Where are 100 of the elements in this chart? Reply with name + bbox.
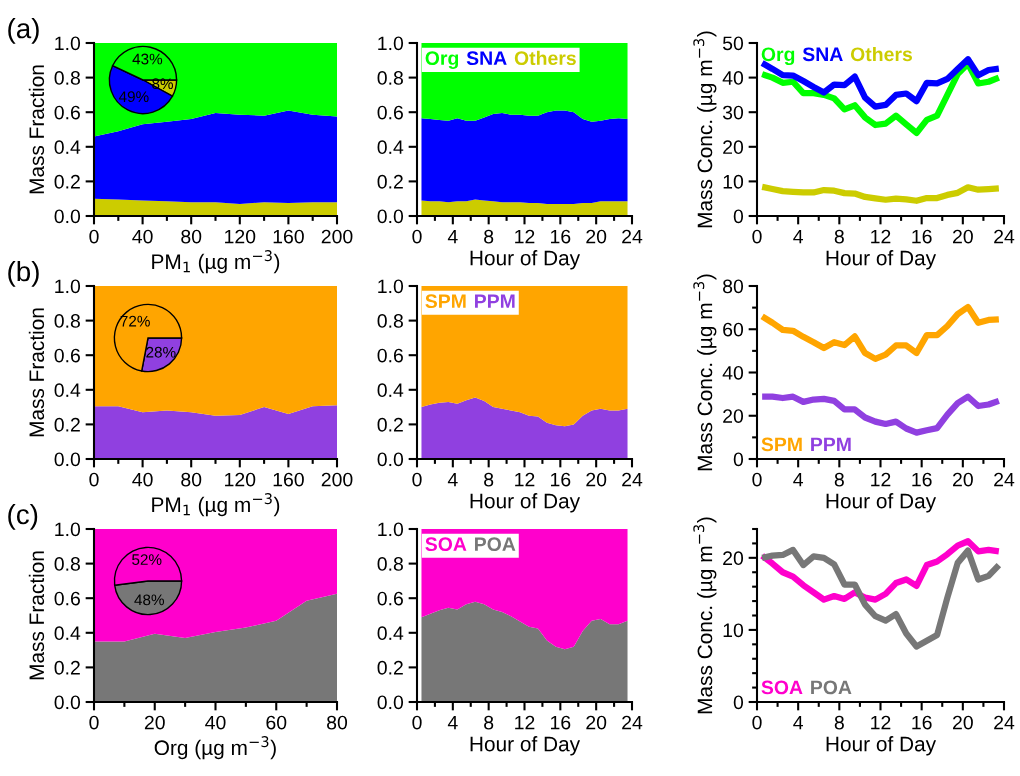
x-tick-label: 12 (515, 715, 535, 730)
y-tick-label: 0.4 (54, 383, 81, 398)
y-axis-title: Mass Conc. (µg m$^{−3}$) (693, 31, 717, 228)
x-tick-label: 16 (912, 229, 932, 244)
text: SPM (761, 437, 802, 452)
x-tick-label: 12 (515, 472, 535, 487)
y-tick-label: 0.8 (377, 314, 403, 328)
y-tick-label: 0 (733, 695, 744, 710)
x-tick-label: 40 (205, 715, 226, 730)
y-tick-label: 80 (723, 279, 744, 294)
y-tick-label: 0.2 (54, 660, 80, 675)
y-tick-label: 0.4 (54, 626, 81, 641)
x-tick-label: 120 (225, 472, 256, 487)
y-tick-label: 10 (723, 623, 744, 638)
x-axis-title: Org (µg m$^{−3}$) (154, 736, 276, 760)
x-tick-label: 8 (834, 472, 844, 487)
x-tick-label: 120 (225, 229, 256, 244)
y-tick-label: 0.6 (377, 105, 403, 120)
series-label: SPM (425, 294, 466, 309)
y-axis-title: Mass Fraction (28, 551, 45, 680)
x-axis-title: Hour of Day (826, 736, 937, 756)
data-label: 28% (146, 346, 176, 358)
text: Others (850, 46, 912, 62)
series-label: Org (761, 47, 795, 66)
y-tick-label: 60 (723, 322, 744, 337)
y-tick-label: 0.2 (54, 174, 80, 189)
series-label: PPM (811, 437, 851, 452)
x-tick-label: 24 (994, 472, 1015, 487)
x-tick-label: 4 (793, 715, 803, 730)
data-label: 8% (152, 78, 174, 90)
y-tick-label: 1.0 (55, 36, 81, 51)
x-tick-label: 0 (412, 715, 422, 730)
x-tick-label: 24 (994, 229, 1015, 244)
y-tick-label: 0.8 (54, 71, 80, 85)
series-label: SNA (802, 47, 843, 62)
x-tick-label: 0 (752, 472, 762, 487)
x-tick-label: 8 (484, 715, 494, 730)
y-tick-label: 30 (722, 105, 744, 120)
x-axis-title: Hour of Day (826, 250, 937, 270)
x-tick-label: 0 (412, 472, 422, 487)
y-tick-label: 0.2 (377, 174, 403, 189)
x-tick-label: 16 (551, 715, 571, 730)
y-tick-label: 40 (722, 71, 744, 85)
y-tick-label: 0.4 (377, 140, 404, 155)
x-tick-label: 20 (953, 229, 973, 244)
text: Others (514, 50, 576, 66)
x-tick-label: 20 (586, 229, 607, 244)
y-tick-label: 20 (723, 551, 744, 566)
x-tick-label: 20 (586, 472, 607, 487)
x-axis-title: PM$_{1}$ (µg m$^{−3}$) (152, 250, 280, 274)
y-tick-label: 1.0 (55, 279, 81, 294)
y-tick-label: 0.0 (377, 209, 404, 224)
text: (a) (8, 17, 39, 44)
x-tick-label: 0 (89, 229, 99, 244)
y-tick-label: 0.0 (54, 209, 81, 224)
text: (b) (8, 260, 39, 287)
y-tick-label: 0.0 (377, 452, 404, 467)
x-axis-title: PM$_{1}$ (µg m$^{−3}$) (152, 493, 280, 517)
y-tick-label: 1.0 (378, 522, 404, 537)
y-axis-title: Mass Conc. (µg m$^{−3}$) (693, 274, 717, 471)
x-tick-label: 160 (273, 229, 304, 244)
x-tick-label: 4 (447, 715, 458, 730)
y-axis-title: Mass Conc. (µg m$^{−3}$) (693, 517, 717, 714)
y-tick-label: 0.6 (377, 591, 403, 606)
x-tick-label: 200 (321, 229, 353, 244)
y-tick-label: 0.0 (54, 695, 81, 710)
x-tick-label: 80 (181, 229, 202, 244)
x-tick-label: 8 (484, 229, 494, 244)
y-tick-label: 0.4 (54, 140, 81, 155)
x-tick-label: 4 (793, 472, 803, 487)
text: SOA (761, 680, 803, 695)
x-tick-label: 20 (953, 472, 973, 487)
y-tick-label: 1.0 (378, 279, 404, 294)
series-label: SOA (425, 537, 467, 552)
x-tick-label: 24 (622, 229, 643, 244)
x-tick-label: 160 (273, 472, 304, 487)
y-tick-label: 0.8 (54, 314, 80, 328)
series-label: Org (425, 51, 459, 69)
y-tick-label: 1.0 (378, 36, 404, 51)
x-tick-label: 4 (447, 229, 458, 244)
y-tick-label: 0.0 (377, 695, 404, 710)
x-axis-title: Hour of Day (470, 250, 581, 270)
y-tick-label: 0.8 (377, 557, 403, 571)
data-label: 52% (132, 554, 162, 565)
y-tick-label: 0 (733, 209, 744, 224)
y-axis-title: Mass Fraction (28, 308, 45, 437)
x-axis-title: Hour of Day (470, 493, 581, 513)
y-tick-label: 0.2 (377, 417, 403, 432)
y-tick-label: 0.8 (377, 71, 403, 85)
x-tick-label: 40 (132, 229, 153, 244)
x-tick-label: 8 (484, 472, 494, 487)
y-tick-label: 40 (722, 365, 744, 380)
text: PPM (475, 294, 515, 308)
x-tick-label: 0 (752, 715, 762, 730)
y-tick-label: 20 (723, 140, 744, 155)
x-axis-title: Hour of Day (826, 493, 937, 513)
x-tick-label: 16 (551, 472, 571, 487)
text: POA (811, 680, 852, 695)
y-tick-label: 0.4 (377, 626, 404, 641)
x-tick-label: 20 (953, 715, 973, 730)
